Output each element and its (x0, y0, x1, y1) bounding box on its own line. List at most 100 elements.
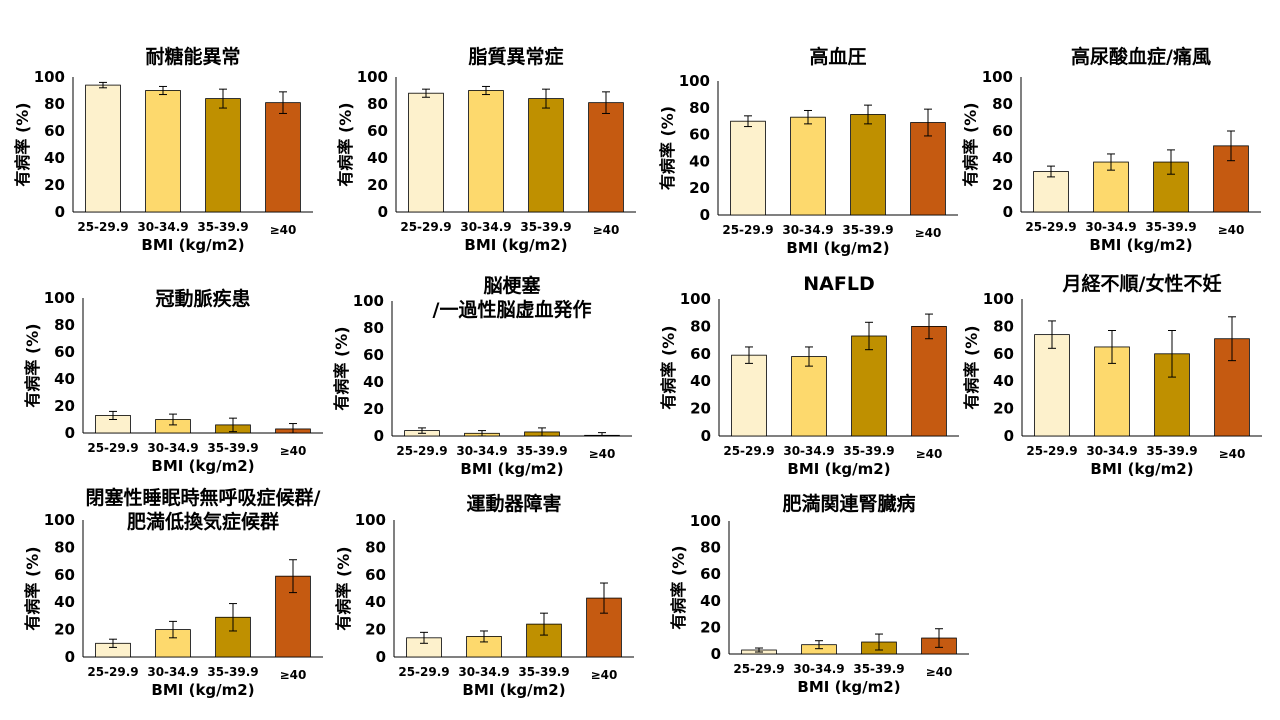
x-axis-label: BMI (kg/m2) (462, 681, 565, 699)
y-tick-label: 60 (690, 345, 711, 363)
x-tick-label: 30-34.9 (458, 665, 509, 679)
x-tick-label: ≥40 (270, 223, 297, 237)
bar (850, 114, 886, 216)
x-axis-label: BMI (kg/m2) (141, 236, 244, 254)
x-tick-label: ≥40 (280, 444, 307, 458)
y-tick-label: 80 (690, 317, 711, 335)
y-tick-label: 20 (700, 618, 721, 636)
x-tick-label: ≥40 (280, 668, 307, 682)
bar (205, 98, 241, 213)
x-tick-label: 35-39.9 (1146, 444, 1197, 458)
x-tick-label: 35-39.9 (207, 441, 258, 455)
y-tick-label: 20 (690, 400, 711, 418)
bar (408, 92, 444, 213)
y-tick-label: 20 (992, 176, 1013, 194)
y-tick-label: 40 (993, 372, 1014, 390)
x-tick-label: ≥40 (591, 668, 618, 682)
bar (911, 325, 947, 437)
x-tick-label: 25-29.9 (722, 223, 773, 237)
x-tick-label: 35-39.9 (843, 444, 894, 458)
chart-title: 月経不順/女性不妊 (1062, 272, 1222, 295)
x-tick-label: ≥40 (1219, 447, 1246, 461)
x-tick-label: 30-34.9 (147, 441, 198, 455)
bar (1033, 171, 1069, 213)
x-tick-label: 25-29.9 (1025, 220, 1076, 234)
chart-title: 運動器障害 (466, 492, 561, 515)
y-tick-label: 0 (65, 648, 75, 666)
y-tick-label: 0 (700, 206, 710, 224)
x-tick-label: 25-29.9 (87, 665, 138, 679)
y-tick-label: 80 (700, 539, 721, 557)
bar (791, 356, 827, 437)
bar (731, 354, 767, 437)
x-axis-label: BMI (kg/m2) (787, 460, 890, 478)
x-tick-label: 35-39.9 (853, 662, 904, 676)
y-tick-label: 0 (1004, 427, 1014, 445)
y-tick-label: 40 (690, 372, 711, 390)
y-tick-label: 20 (44, 176, 65, 194)
y-tick-label: 100 (680, 290, 711, 308)
x-tick-label: ≥40 (915, 226, 942, 240)
x-tick-label: 30-34.9 (147, 665, 198, 679)
y-tick-label: 0 (374, 427, 384, 445)
y-tick-label: 40 (54, 593, 75, 611)
x-axis-label: BMI (kg/m2) (460, 460, 563, 478)
y-tick-label: 0 (701, 427, 711, 445)
chart-title: 耐糖能異常 (145, 45, 240, 68)
y-tick-label: 20 (993, 400, 1014, 418)
y-tick-label: 80 (365, 538, 386, 556)
y-tick-label: 60 (367, 122, 388, 140)
y-tick-label: 80 (363, 319, 384, 337)
y-tick-label: 20 (365, 621, 386, 639)
y-tick-label: 20 (54, 397, 75, 415)
x-axis-label: BMI (kg/m2) (786, 239, 889, 257)
y-axis-label: 有病率 (%) (659, 325, 678, 409)
x-tick-label: 25-29.9 (1026, 444, 1077, 458)
x-tick-label: 35-39.9 (520, 220, 571, 234)
y-tick-label: 40 (365, 593, 386, 611)
chart-title: 閉塞性睡眠時無呼吸症候群/ (86, 486, 321, 509)
x-tick-label: ≥40 (593, 223, 620, 237)
chart-title: 肥満低換気症候群 (127, 510, 279, 533)
x-tick-label: ≥40 (589, 447, 616, 461)
y-tick-label: 60 (700, 565, 721, 583)
y-axis-label: 有病率 (%) (334, 546, 353, 630)
x-tick-label: 30-34.9 (782, 223, 833, 237)
x-tick-label: ≥40 (926, 665, 953, 679)
x-tick-label: 25-29.9 (396, 444, 447, 458)
y-tick-label: 100 (982, 68, 1013, 86)
x-axis-label: BMI (kg/m2) (151, 681, 254, 699)
y-tick-label: 80 (992, 95, 1013, 113)
x-tick-label: 30-34.9 (783, 444, 834, 458)
x-tick-label: 30-34.9 (793, 662, 844, 676)
y-tick-label: 40 (689, 152, 710, 170)
x-tick-label: ≥40 (1218, 223, 1245, 237)
y-tick-label: 80 (54, 316, 75, 334)
y-tick-label: 0 (1003, 203, 1013, 221)
bar (1034, 334, 1070, 437)
y-tick-label: 80 (44, 95, 65, 113)
y-axis-label: 有病率 (%) (332, 326, 351, 410)
y-tick-label: 100 (44, 511, 75, 529)
y-tick-label: 60 (993, 345, 1014, 363)
x-tick-label: 30-34.9 (1086, 444, 1137, 458)
y-tick-label: 20 (689, 179, 710, 197)
y-tick-label: 40 (367, 149, 388, 167)
y-tick-label: 100 (34, 68, 65, 86)
x-tick-label: 25-29.9 (398, 665, 449, 679)
chart-title: NAFLD (803, 273, 874, 295)
bar (730, 120, 766, 216)
y-axis-label: 有病率 (%) (23, 546, 42, 630)
y-tick-label: 20 (363, 400, 384, 418)
x-tick-label: 35-39.9 (1145, 220, 1196, 234)
y-tick-label: 40 (54, 370, 75, 388)
x-axis-label: BMI (kg/m2) (797, 678, 900, 696)
